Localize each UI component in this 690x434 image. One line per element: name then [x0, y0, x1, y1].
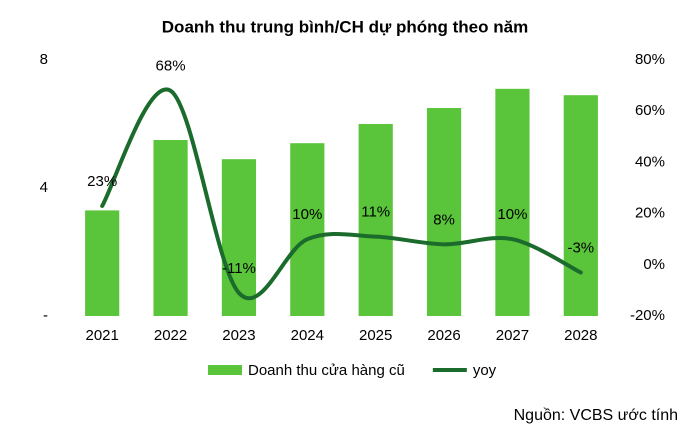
data-label: 10% — [497, 206, 527, 223]
data-label: 68% — [156, 58, 186, 75]
bar — [85, 210, 120, 316]
chart-title: Doanh thu trung bình/CH dự phóng theo nă… — [162, 17, 528, 36]
legend-label: Doanh thu cửa hàng cũ — [248, 362, 405, 379]
bar — [426, 108, 462, 316]
y-tick-label: 4 — [40, 179, 48, 196]
y2-tick-label: 20% — [635, 205, 665, 222]
source-note: Nguồn: VCBS ước tính — [514, 407, 678, 424]
data-label: 8% — [433, 211, 455, 228]
bar — [358, 124, 393, 316]
data-label: 11% — [361, 204, 390, 221]
bar — [563, 95, 598, 316]
x-tick-label: 2027 — [496, 327, 529, 344]
x-tick-label: 2026 — [427, 327, 460, 344]
legend-swatch — [208, 365, 242, 375]
x-tick-label: 2023 — [222, 327, 255, 344]
x-tick-label: 2028 — [564, 327, 597, 344]
x-tick-label: 2021 — [86, 327, 119, 344]
bar — [290, 143, 325, 316]
bar — [153, 140, 188, 316]
data-label: 23% — [87, 173, 117, 190]
y2-tick-label: 80% — [635, 51, 665, 68]
line — [100, 87, 583, 301]
y-tick-label: - — [43, 307, 48, 324]
data-label: -3% — [567, 239, 594, 256]
y2-tick-label: 40% — [635, 153, 665, 170]
legend-label: yoy — [473, 362, 497, 379]
y2-tick-label: 60% — [635, 102, 665, 119]
x-tick-label: 2025 — [359, 327, 392, 344]
data-label: -11% — [222, 260, 256, 277]
x-tick-label: 2022 — [154, 327, 187, 344]
y2-tick-label: 0% — [643, 256, 665, 273]
y-tick-label: 8 — [40, 51, 48, 68]
data-label: 10% — [292, 206, 322, 223]
bar — [495, 88, 530, 316]
x-tick-label: 2024 — [291, 327, 324, 344]
y2-tick-label: -20% — [630, 307, 665, 324]
